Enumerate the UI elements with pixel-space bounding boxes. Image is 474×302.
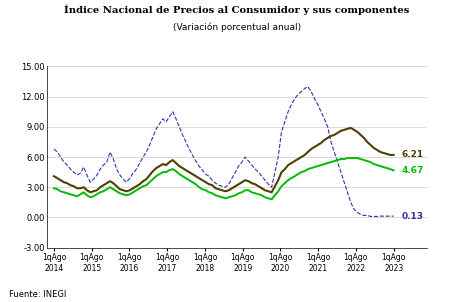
- Text: 4.67: 4.67: [402, 166, 424, 175]
- Text: 6.21: 6.21: [402, 150, 424, 159]
- Text: Índice Nacional de Precios al Consumidor y sus componentes: Índice Nacional de Precios al Consumidor…: [64, 5, 410, 15]
- Text: (Variación porcentual anual): (Variación porcentual anual): [173, 23, 301, 32]
- Text: Fuente: INEGI: Fuente: INEGI: [9, 290, 67, 299]
- Text: 0.13: 0.13: [402, 212, 424, 221]
